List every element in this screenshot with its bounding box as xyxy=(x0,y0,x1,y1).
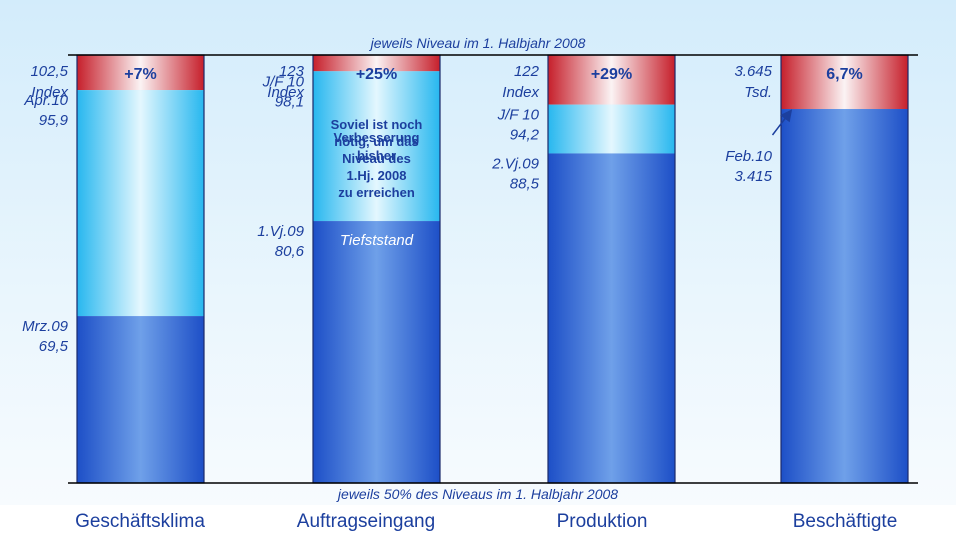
auftragseingang-pct-label: +25% xyxy=(356,66,397,83)
auftragseingang-target-unit: Index xyxy=(267,84,304,101)
produktion-improvement-segment xyxy=(548,104,675,154)
geschaeftsklima-current-value: 95,9 xyxy=(39,112,69,129)
produktion-base-segment xyxy=(548,153,675,483)
auftragseingang-current-value: 98,1 xyxy=(275,93,304,110)
auftragseingang-gap-note-line: Niveau des xyxy=(342,151,411,166)
auftragseingang-gap-note-line: zu erreichen xyxy=(338,185,415,200)
produktion-pct-label: +29% xyxy=(591,66,632,83)
auftragseingang-gap-note-line: 1.Hj. 2008 xyxy=(347,168,407,183)
beschaeftigte-base-segment xyxy=(781,109,908,483)
beschaeftigte-current-value: 3.415 xyxy=(734,168,772,185)
beschaeftigte-target-unit: Tsd. xyxy=(744,84,772,101)
category-label-geschaeftsklima: Geschäftsklima xyxy=(75,511,205,532)
category-label-auftragseingang: Auftragseingang xyxy=(296,511,436,532)
produktion-target-unit: Index xyxy=(502,84,539,101)
produktion-target-value: 122 xyxy=(514,63,540,80)
beschaeftigte-current-period: Feb.10 xyxy=(725,148,772,165)
produktion-current-value: 94,2 xyxy=(510,127,540,144)
geschaeftsklima-improvement-segment xyxy=(77,90,204,317)
auftragseingang-gap-note-line: Soviel ist noch xyxy=(331,117,423,132)
geschaeftsklima-base-segment xyxy=(77,316,204,483)
bottom-reference-label: jeweils 50% des Niveaus im 1. Halbjahr 2… xyxy=(336,486,618,502)
geschaeftsklima-target-value: 102,5 xyxy=(30,63,68,80)
auftragseingang-base-segment xyxy=(313,221,440,483)
produktion-gap-segment xyxy=(548,55,675,105)
auftragseingang-gap-note-line: nötig, um das xyxy=(334,134,419,149)
beschaeftigte-pct-label: 6,7% xyxy=(826,66,862,83)
geschaeftsklima-target-unit: Index xyxy=(31,84,68,101)
geschaeftsklima-low-value: 69,5 xyxy=(39,338,69,355)
beschaeftigte-target-value: 3.645 xyxy=(734,63,772,80)
auftragseingang-low-value: 80,6 xyxy=(275,243,305,260)
geschaeftsklima-gap-segment xyxy=(77,55,204,91)
beschaeftigte-arrow xyxy=(771,109,793,136)
geschaeftsklima-current-period: Apr.10 xyxy=(23,92,68,109)
top-reference-label: jeweils Niveau im 1. Halbjahr 2008 xyxy=(369,35,586,51)
auftragseingang-low-note: Tiefststand xyxy=(340,232,414,249)
auftragseingang-improvement-note-line: Verbesserung xyxy=(334,130,420,145)
geschaeftsklima-low-period: Mrz.09 xyxy=(22,318,69,335)
auftragseingang-gap-segment xyxy=(313,55,440,72)
auftragseingang-improvement-note-line: bisher xyxy=(357,148,396,163)
category-label-produktion: Produktion xyxy=(556,511,648,532)
auftragseingang-target-value: 123 xyxy=(279,63,305,80)
category-label-beschaeftigte: Beschäftigte xyxy=(792,511,898,532)
geschaeftsklima-pct-label: +7% xyxy=(124,66,156,83)
produktion-low-value: 88,5 xyxy=(510,175,540,192)
auftragseingang-improvement-segment xyxy=(313,71,440,222)
produktion-current-period: J/F 10 xyxy=(497,107,540,124)
beschaeftigte-gap-segment xyxy=(781,55,908,110)
produktion-low-period: 2.Vj.09 xyxy=(491,155,539,172)
auftragseingang-current-period: J/F 10 xyxy=(262,73,305,90)
auftragseingang-low-period: 1.Vj.09 xyxy=(257,223,304,240)
